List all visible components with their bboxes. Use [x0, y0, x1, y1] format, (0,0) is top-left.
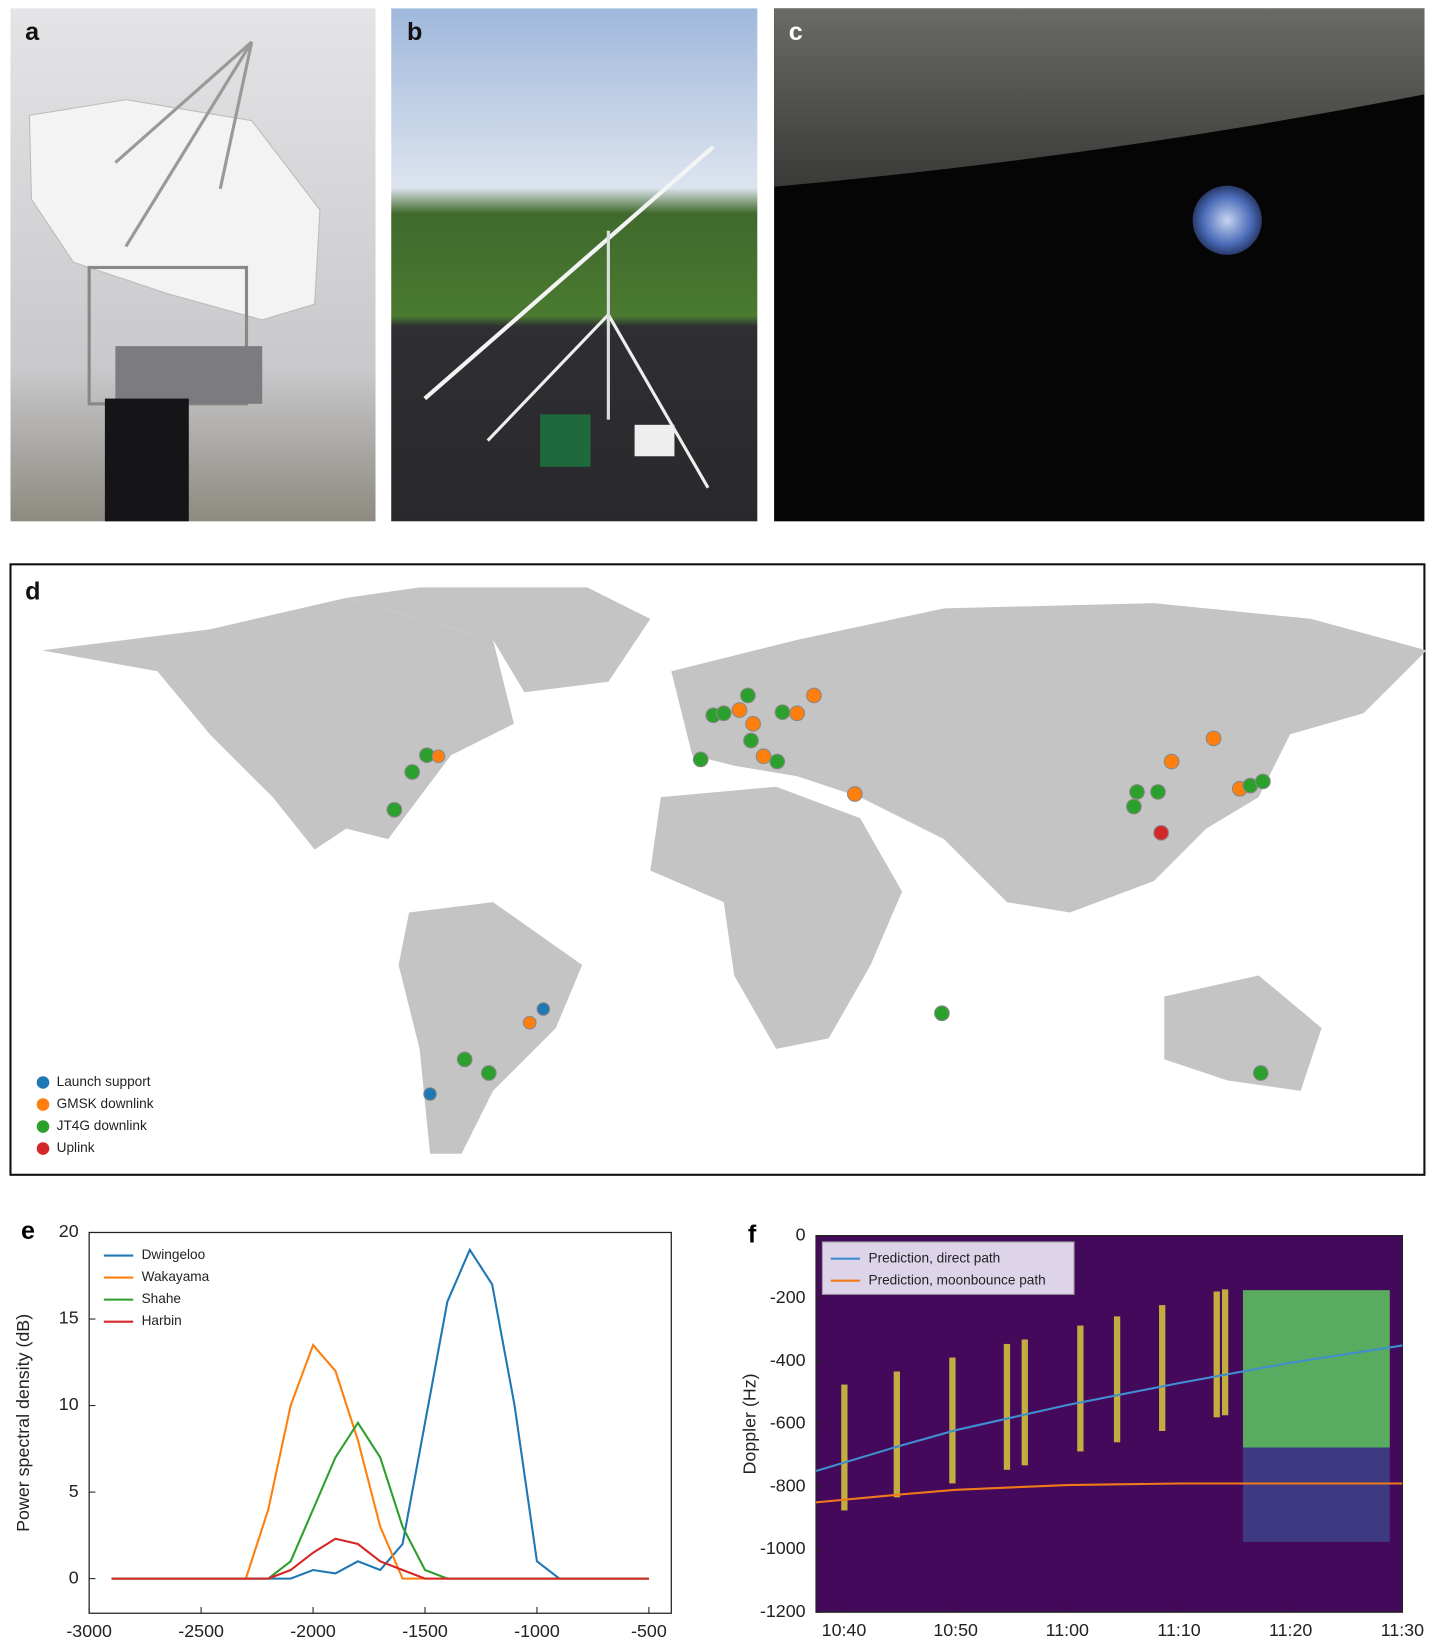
plot-frame [89, 1232, 671, 1613]
legend-label: GMSK downlink [57, 1096, 154, 1111]
legend-label: Wakayama [142, 1269, 210, 1284]
x-tick-label: -2500 [178, 1621, 224, 1641]
spectrogram-burst [841, 1385, 847, 1511]
x-tick-label: -3000 [66, 1621, 112, 1641]
panel-label: b [407, 18, 422, 46]
x-tick-label: 11:20 [1269, 1620, 1312, 1640]
y-tick-label: 20 [59, 1221, 79, 1241]
y-axis-label: Power spectral density (dB) [13, 1314, 33, 1532]
panel-label: d [25, 577, 40, 605]
spectrogram-signal [1243, 1290, 1390, 1447]
figure: a b c d Launch support GMSK downlink JT4G … [0, 0, 1437, 1651]
panel-c-photo [774, 8, 1424, 521]
legend-label: Launch support [57, 1074, 151, 1089]
legend-label: Harbin [142, 1313, 182, 1328]
y-tick-label: -400 [770, 1350, 806, 1370]
x-tick-label: 10:40 [822, 1620, 867, 1640]
legend-label: Prediction, moonbounce path [868, 1272, 1045, 1287]
spectrogram-burst [1004, 1344, 1010, 1470]
spectrogram-burst [894, 1371, 900, 1497]
legend-label: Uplink [57, 1140, 95, 1155]
legend-marker [37, 1142, 50, 1155]
y-tick-label: -600 [770, 1413, 806, 1433]
y-tick-label: -800 [770, 1475, 806, 1495]
x-tick-label: -500 [631, 1621, 667, 1641]
x-tick-label: 11:30 [1381, 1620, 1424, 1640]
series-line [111, 1345, 648, 1579]
spectrogram-burst [1222, 1289, 1228, 1415]
legend-label: JT4G downlink [57, 1118, 147, 1133]
y-tick-label: 15 [59, 1308, 79, 1328]
spectrogram-burst [1077, 1326, 1083, 1452]
y-tick-label: 5 [69, 1481, 79, 1501]
x-tick-label: 10:50 [933, 1620, 978, 1640]
y-tick-label: 10 [59, 1394, 79, 1414]
y-tick-label: 0 [69, 1567, 79, 1587]
legend-marker [37, 1098, 50, 1111]
x-tick-label: 11:00 [1046, 1620, 1089, 1640]
x-tick-label: -1500 [402, 1621, 448, 1641]
spectrogram-burst [949, 1358, 955, 1484]
y-tick-label: -1200 [760, 1601, 806, 1621]
legend-label: Dwingeloo [142, 1247, 206, 1262]
page: { "panel_labels": ["a", "b", "c", "d"], … [0, 0, 1437, 1651]
spectrogram-burst [1022, 1339, 1028, 1465]
legend-marker [37, 1120, 50, 1133]
legend-label: Shahe [142, 1291, 181, 1306]
y-tick-label: -200 [770, 1287, 806, 1307]
panel-a-photo [10, 8, 375, 521]
x-tick-label: 11:10 [1157, 1620, 1200, 1640]
y-tick-label: 0 [796, 1224, 806, 1244]
legend-label: Prediction, direct path [868, 1250, 1000, 1265]
panel-label: c [789, 18, 803, 46]
legend-marker [37, 1076, 50, 1089]
spectrogram-noise [1243, 1448, 1390, 1542]
series-line [111, 1423, 648, 1579]
spectrogram-burst [1159, 1305, 1165, 1431]
x-tick-label: -1000 [514, 1621, 560, 1641]
panel-d-map: d Launch support GMSK downlink JT4G downli… [10, 564, 1426, 1174]
panel-label: f [748, 1220, 757, 1248]
charts: -3000-2500-2000-1500-1000-50005101520Pow… [13, 1217, 1424, 1641]
series-line [111, 1539, 648, 1579]
y-tick-label: -1000 [760, 1538, 806, 1558]
spectrogram-burst [1214, 1291, 1220, 1417]
panel-label: e [21, 1217, 35, 1245]
x-tick-label: -2000 [290, 1621, 336, 1641]
y-axis-label: Doppler (Hz) [740, 1373, 760, 1474]
panel-label: a [25, 18, 40, 46]
spectrogram-burst [1114, 1316, 1120, 1442]
panel-b-photo [391, 8, 757, 521]
